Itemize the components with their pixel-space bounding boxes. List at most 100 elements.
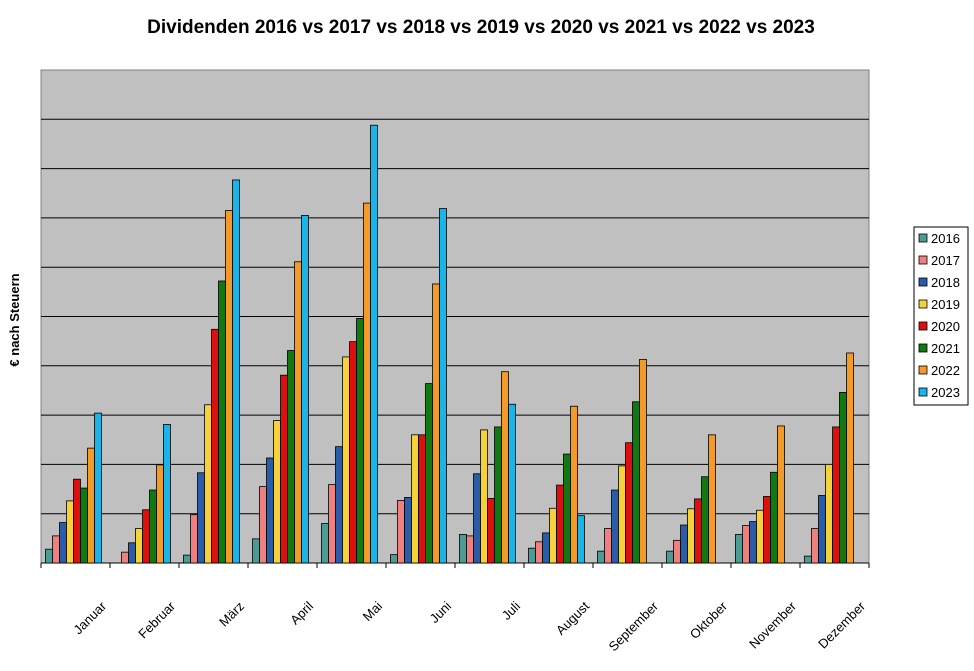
bar-2020-März: [211, 328, 219, 564]
bar-2020-Juni: [418, 434, 426, 564]
bar-2022-November: [777, 425, 785, 564]
bar-2020-November: [763, 496, 771, 564]
legend-label-2023: 2023: [931, 385, 960, 400]
bar-2016-September: [597, 550, 605, 564]
bar-2020-April: [280, 374, 288, 564]
bar-2022-August: [570, 405, 578, 564]
legend-label-2020: 2020: [931, 319, 960, 334]
bar-2017-März: [190, 514, 198, 564]
bar-2017-September: [604, 528, 612, 564]
bar-2017-Oktober: [673, 539, 681, 564]
legend-swatch-2016: [918, 233, 928, 243]
bar-2022-Januar: [87, 447, 95, 564]
bar-2021-Oktober: [701, 476, 709, 564]
bar-2018-August: [542, 532, 550, 564]
bar-2023-April: [301, 215, 309, 564]
bar-2022-März: [225, 210, 233, 564]
bar-2022-Mai: [363, 202, 371, 564]
bar-2017-Juli: [466, 535, 474, 564]
plot-area: [40, 69, 870, 564]
bar-2018-September: [611, 489, 619, 564]
bar-2019-Juni: [411, 434, 419, 564]
bar-2020-Februar: [142, 509, 150, 564]
bar-2019-November: [756, 509, 764, 564]
bar-2018-Mai: [335, 446, 343, 564]
legend: 2016 2017 2018 2019 2020 2021 2022 2023: [913, 226, 969, 406]
bar-2019-März: [204, 404, 212, 564]
bar-2022-Februar: [156, 464, 164, 564]
bar-2016-Juni: [390, 554, 398, 564]
bar-2016-Dezember: [804, 555, 812, 564]
bar-2016-November: [735, 534, 743, 564]
bar-2018-Dezember: [818, 495, 826, 564]
bar-2021-Juli: [494, 426, 502, 564]
bar-2023-August: [577, 515, 585, 564]
legend-swatch-2022: [918, 365, 928, 375]
bar-2018-Juni: [404, 497, 412, 564]
bar-2020-September: [625, 442, 633, 564]
x-tick-label: Mai: [360, 598, 385, 623]
bar-2019-Mai: [342, 356, 350, 564]
bar-2019-Juli: [480, 429, 488, 564]
bar-2019-August: [549, 507, 557, 564]
legend-label-2016: 2016: [931, 231, 960, 246]
bar-2017-August: [535, 541, 543, 564]
bar-2023-März: [232, 179, 240, 564]
bar-2016-März: [183, 554, 191, 564]
legend-swatch-2019: [918, 299, 928, 309]
bar-2018-Juli: [473, 473, 481, 564]
legend-swatch-2021: [918, 343, 928, 353]
bar-2021-September: [632, 401, 640, 564]
bar-2020-Januar: [73, 478, 81, 564]
bar-2021-Juni: [425, 383, 433, 564]
legend-label-2017: 2017: [931, 253, 960, 268]
x-tick-label: September: [606, 598, 662, 654]
legend-label-2018: 2018: [931, 275, 960, 290]
bar-2019-September: [618, 465, 626, 564]
x-tick-label: August: [553, 598, 592, 637]
bar-2017-Dezember: [811, 528, 819, 564]
bar-2017-November: [742, 525, 750, 564]
bar-2022-Juni: [432, 283, 440, 564]
bar-2016-April: [252, 538, 260, 564]
bar-2017-Juni: [397, 499, 405, 564]
x-tick-label: Dezember: [815, 598, 868, 651]
bars: [45, 124, 854, 564]
x-tick-label: Februar: [135, 598, 178, 641]
bar-2021-Dezember: [839, 392, 847, 564]
bar-2023-Januar: [94, 412, 102, 564]
y-axis-label: € nach Steuern: [7, 273, 22, 366]
x-tick-label: April: [287, 598, 316, 627]
bar-2020-Mai: [349, 341, 357, 564]
bar-2022-Oktober: [708, 434, 716, 564]
bar-2021-April: [287, 350, 295, 564]
legend-label-2021: 2021: [931, 341, 960, 356]
x-tick-label: November: [746, 598, 799, 651]
legend-label-2022: 2022: [931, 363, 960, 378]
bar-2023-Juni: [439, 208, 447, 564]
bar-2021-Februar: [149, 489, 157, 564]
bar-2023-Februar: [163, 424, 171, 564]
bar-2021-August: [563, 453, 571, 564]
bar-2022-Juli: [501, 371, 509, 564]
bar-2020-Oktober: [694, 498, 702, 564]
bar-2021-Mai: [356, 318, 364, 564]
legend-swatch-2017: [918, 255, 928, 265]
bar-2023-Mai: [370, 124, 378, 564]
bar-2018-Oktober: [680, 524, 688, 564]
bar-2018-November: [749, 521, 757, 564]
bar-2023-Juli: [508, 403, 516, 564]
bar-2018-Februar: [128, 542, 136, 564]
x-axis-labels: Januar Februar März April Mai Juni Juli August S…: [70, 598, 868, 654]
bar-2017-Januar: [52, 535, 60, 564]
bar-2018-April: [266, 457, 274, 564]
bar-2018-März: [197, 472, 205, 564]
bar-2020-Dezember: [832, 426, 840, 564]
bar-2020-Juli: [487, 498, 495, 564]
chart-title: Dividenden 2016 vs 2017 vs 2018 vs 2019 …: [147, 17, 815, 38]
bar-2016-Mai: [321, 523, 329, 564]
bar-2022-September: [639, 358, 647, 564]
x-tick-label: Januar: [70, 598, 109, 637]
legend-swatch-2023: [918, 387, 928, 397]
